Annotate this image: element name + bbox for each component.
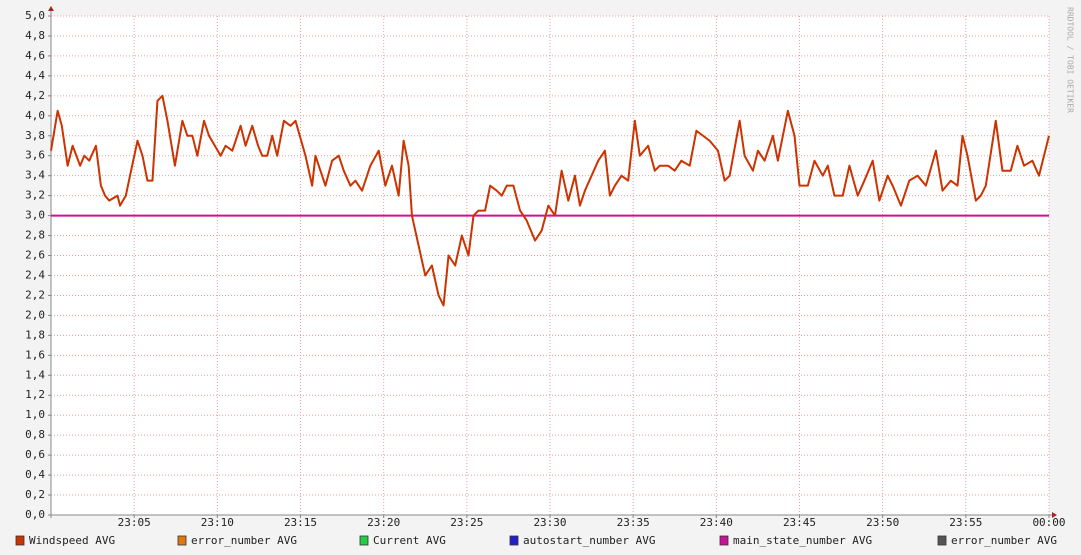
y-tick-label: 4,4: [25, 69, 45, 82]
x-axis-arrow: [1052, 512, 1057, 518]
legend-label: error_number AVG: [191, 534, 297, 547]
legend-label: main_state_number AVG: [733, 534, 872, 547]
y-tick-label: 1,8: [25, 328, 45, 341]
y-tick-label: 1,2: [25, 388, 45, 401]
legend-swatch: [177, 535, 187, 546]
x-tick-label: 23:35: [617, 516, 650, 529]
y-tick-label: 2,6: [25, 249, 45, 262]
y-tick-label: 3,2: [25, 189, 45, 202]
x-tick-label: 23:50: [866, 516, 899, 529]
x-tick-label: 00:00: [1032, 516, 1065, 529]
legend-label: error_number AVG: [951, 534, 1057, 547]
watermark: RRDTOOL / TOBI OETIKER: [1066, 7, 1075, 113]
x-tick-label: 23:55: [949, 516, 982, 529]
y-tick-label: 3,0: [25, 209, 45, 222]
x-tick-label: 23:40: [700, 516, 733, 529]
y-tick-label: 1,4: [25, 368, 45, 381]
y-tick-label: 0,6: [25, 448, 45, 461]
y-tick-label: 1,0: [25, 408, 45, 421]
y-tick-label: 2,8: [25, 229, 45, 242]
y-tick-label: 0,2: [25, 488, 45, 501]
y-tick-label: 3,8: [25, 129, 45, 142]
series-line: [50, 94, 1050, 307]
legend-swatch: [359, 535, 369, 546]
legend-label: Current AVG: [373, 534, 446, 547]
legend-swatch: [937, 535, 947, 546]
y-tick-label: 0,8: [25, 428, 45, 441]
x-tick-label: 23:10: [201, 516, 234, 529]
legend-swatch: [719, 535, 729, 546]
y-tick-label: 5,0: [25, 9, 45, 22]
y-axis-arrow: [48, 6, 54, 11]
y-tick-label: 4,2: [25, 89, 45, 102]
x-tick-label: 23:45: [783, 516, 816, 529]
y-tick-label: 0,4: [25, 468, 45, 481]
y-tick-label: 0,0: [25, 508, 45, 521]
y-tick-label: 4,0: [25, 109, 45, 122]
y-tick-label: 2,2: [25, 288, 45, 301]
y-tick-label: 1,6: [25, 348, 45, 361]
y-tick-label: 3,6: [25, 149, 45, 162]
x-tick-label: 23:05: [118, 516, 151, 529]
legend-label: Windspeed AVG: [29, 534, 115, 547]
legend-label: autostart_number AVG: [523, 534, 655, 547]
x-tick-label: 23:25: [450, 516, 483, 529]
x-tick-label: 23:15: [284, 516, 317, 529]
x-tick-label: 23:20: [367, 516, 400, 529]
y-tick-label: 4,6: [25, 49, 45, 62]
y-tick-label: 2,4: [25, 268, 45, 281]
y-tick-label: 3,4: [25, 169, 45, 182]
legend-swatch: [509, 535, 519, 546]
legend-swatch: [15, 535, 25, 546]
x-tick-label: 23:30: [533, 516, 566, 529]
y-tick-label: 4,8: [25, 29, 45, 42]
y-tick-label: 2,0: [25, 308, 45, 321]
